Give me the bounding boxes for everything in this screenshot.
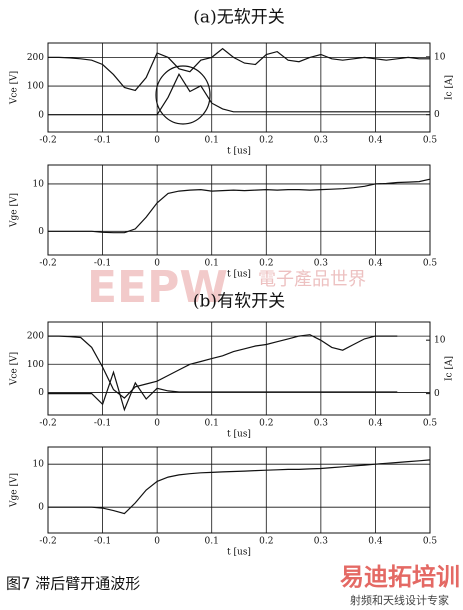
y2-axis-label: Ic [A] <box>445 75 455 100</box>
y-tick-label: 200 <box>27 332 44 342</box>
x-tick-label: -0.2 <box>39 136 56 146</box>
y-tick-label: 100 <box>27 82 44 92</box>
x-tick-label: -0.2 <box>39 259 56 269</box>
x-tick-label: 0.4 <box>368 259 383 269</box>
watermark: 電子產品世界 <box>258 269 366 290</box>
x-tick-label: 0.1 <box>205 259 219 269</box>
x-axis-label: t [us] <box>227 430 251 440</box>
y-axis-label: Vge [V] <box>10 473 20 508</box>
y-tick-label: 10 <box>33 460 45 470</box>
y-axis-label: Vge [V] <box>10 193 20 228</box>
y2-tick-label: 10 <box>434 336 446 346</box>
x-tick-label: -0.1 <box>94 419 111 429</box>
x-tick-label: 0.1 <box>205 537 219 547</box>
y2-tick-label: 0 <box>434 110 440 120</box>
x-axis-label: t [us] <box>227 548 251 558</box>
y2-tick-label: 0 <box>434 389 440 399</box>
x-tick-label: 0.2 <box>259 419 273 429</box>
x-tick-label: 0.5 <box>423 259 438 269</box>
x-tick-label: -0.1 <box>94 537 111 547</box>
x-tick-label: 0.1 <box>205 136 219 146</box>
x-axis-label: t [us] <box>227 270 251 280</box>
x-tick-label: 0.5 <box>423 136 438 146</box>
x-tick-label: 0 <box>154 537 160 547</box>
x-tick-label: 0 <box>154 136 160 146</box>
x-tick-label: 0.2 <box>259 537 273 547</box>
annotation-circle <box>155 65 211 125</box>
y-axis-label: Vce [V] <box>10 71 20 105</box>
chart-title: (b)有软开关 <box>193 292 285 312</box>
watermark: 易迪拓培训 <box>340 563 460 591</box>
y-axis-label: Vce [V] <box>10 352 20 386</box>
chart-title: (a)无软开关 <box>193 8 284 28</box>
x-tick-label: 0.2 <box>259 136 273 146</box>
x-tick-label: -0.2 <box>39 419 56 429</box>
y-tick-label: 0 <box>38 227 44 237</box>
data-line <box>48 72 430 116</box>
data-line <box>48 334 398 399</box>
y2-axis-label: Ic [A] <box>445 356 455 381</box>
x-tick-label: 0.5 <box>423 537 438 547</box>
x-tick-label: 0 <box>154 259 160 269</box>
x-axis-label: t [us] <box>227 147 251 157</box>
x-tick-label: 0.3 <box>314 136 329 146</box>
x-tick-label: 0.2 <box>259 259 273 269</box>
data-line <box>48 47 430 92</box>
caption: 图7 滞后臂开通波形 <box>6 575 140 593</box>
x-tick-label: 0.4 <box>368 419 383 429</box>
data-line <box>48 459 431 515</box>
x-tick-label: 0.4 <box>368 136 383 146</box>
x-tick-label: -0.2 <box>39 537 56 547</box>
x-tick-label: 0.3 <box>314 259 329 269</box>
x-tick-label: 0.3 <box>314 419 329 429</box>
x-tick-label: -0.1 <box>94 136 111 146</box>
data-line <box>48 178 431 234</box>
y-tick-label: 0 <box>38 503 44 513</box>
y2-tick-label: 10 <box>434 52 446 62</box>
x-tick-label: 0.3 <box>314 537 329 547</box>
y-tick-label: 100 <box>27 360 44 370</box>
x-tick-label: -0.1 <box>94 259 111 269</box>
x-tick-label: 0.4 <box>368 537 383 547</box>
y-tick-label: 0 <box>38 110 44 120</box>
x-tick-label: 0.5 <box>423 419 438 429</box>
x-tick-label: 0.1 <box>205 419 219 429</box>
y-tick-label: 0 <box>38 388 44 398</box>
x-tick-label: 0 <box>154 419 160 429</box>
y-tick-label: 10 <box>33 179 45 189</box>
watermark: EEPW <box>87 262 228 313</box>
data-line <box>48 370 398 412</box>
y-tick-label: 200 <box>27 53 44 63</box>
watermark: 射频和天线设计专家 <box>350 593 449 607</box>
